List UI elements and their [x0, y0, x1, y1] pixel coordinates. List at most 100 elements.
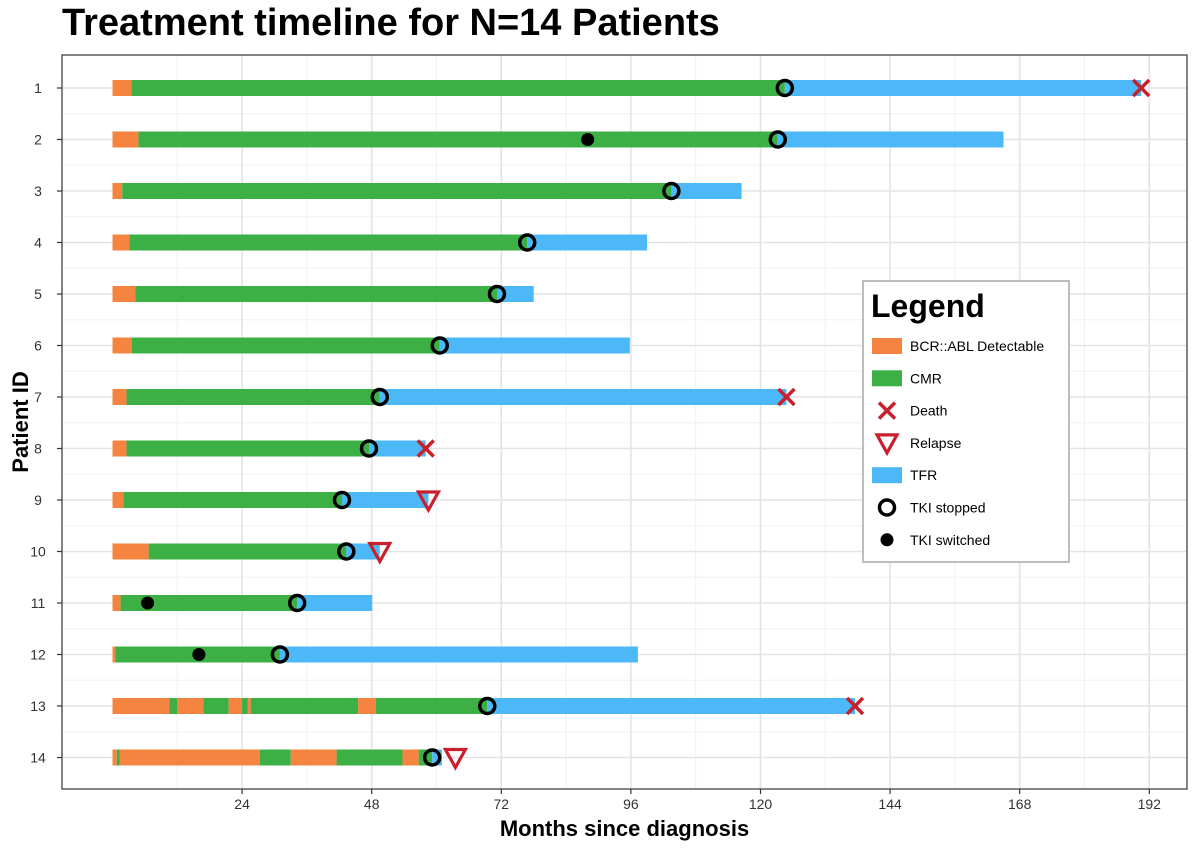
death-marker	[1131, 78, 1151, 98]
y-tick-label: 6	[34, 338, 42, 354]
death-stroke	[1131, 78, 1151, 98]
tki-stopped-marker	[487, 284, 507, 304]
legend-item: TKI stopped	[877, 498, 986, 517]
legend-label: CMR	[910, 370, 942, 386]
x-tick-label: 120	[749, 796, 773, 812]
tki-stopped-marker	[422, 748, 442, 767]
tki-stopped-marker	[517, 233, 537, 252]
x-tick-label: 168	[1008, 796, 1032, 812]
segment-bar	[177, 698, 204, 714]
segment-bar	[297, 595, 373, 611]
segment-bar	[131, 80, 785, 96]
segment-bar	[135, 286, 497, 302]
legend-title: Legend	[871, 288, 985, 324]
y-tick-label: 2	[34, 132, 42, 148]
segment-bar	[112, 80, 132, 96]
y-tick-label: 7	[34, 389, 42, 405]
y-tick-label: 8	[34, 441, 42, 457]
segment-bar	[112, 183, 123, 199]
segment-bar	[112, 234, 130, 251]
legend: Legend BCR::ABL DetectableCMRDeathRelaps…	[862, 280, 1070, 563]
legend-key-tki-stopped	[877, 498, 897, 517]
segment-bar	[671, 183, 742, 199]
segment-bar	[379, 389, 787, 405]
segment-bar	[784, 80, 1142, 96]
tki-stopped-marker	[270, 645, 290, 664]
segment-bar	[203, 698, 229, 714]
segment-bar	[131, 337, 440, 354]
x-tick-label: 144	[878, 796, 902, 812]
segment-bar	[376, 698, 488, 714]
y-tick-label: 10	[30, 544, 46, 560]
segment-bar	[369, 440, 426, 457]
segment-bar	[119, 749, 260, 766]
segment-bar	[112, 131, 139, 148]
segment-bar	[259, 749, 291, 766]
segment-bar	[112, 337, 132, 354]
legend-label: TFR	[910, 467, 937, 483]
y-tick-label: 11	[31, 595, 46, 611]
legend-key-death	[877, 401, 897, 420]
segment-bar	[123, 492, 342, 508]
segment-bar	[242, 698, 248, 714]
segment-bar	[148, 543, 347, 560]
segment-bar	[129, 234, 528, 251]
tki-switched-marker	[581, 133, 595, 146]
tki-stopped-marker	[332, 490, 352, 510]
death-marker	[416, 439, 435, 458]
y-tick-label: 4	[34, 235, 42, 251]
plot-panel-border	[61, 54, 1188, 790]
segment-bar	[358, 698, 377, 714]
legend-box	[862, 280, 1070, 563]
segment-bar	[116, 749, 120, 766]
death-stroke	[777, 387, 796, 407]
segment-bar	[126, 389, 380, 405]
legend-key-bar	[872, 370, 902, 387]
segment-bar	[228, 698, 243, 714]
x-tick-label: 48	[364, 796, 380, 812]
legend-key-relapse	[874, 433, 900, 457]
segment-bar	[112, 389, 127, 405]
y-tick-label: 1	[34, 80, 42, 96]
marker-layer	[141, 78, 1151, 771]
segment-bar	[496, 286, 534, 302]
segment-bar	[439, 337, 630, 354]
y-tick-label: 12	[30, 647, 46, 663]
x-axis-title: Months since diagnosis	[500, 816, 749, 841]
segment-bar	[336, 749, 403, 766]
legend-label: TKI stopped	[910, 500, 986, 516]
death-stroke	[877, 401, 897, 420]
segment-bar	[342, 492, 429, 508]
segment-bar	[250, 698, 359, 714]
segment-bar	[138, 131, 778, 148]
legend-item: Death	[877, 401, 947, 420]
segment-bar	[122, 183, 672, 199]
segment-bar	[112, 543, 149, 560]
segment-bar	[120, 595, 298, 611]
relapse-marker	[367, 541, 393, 565]
legend-label: TKI switched	[910, 532, 990, 548]
legend-label: BCR::ABL Detectable	[910, 338, 1044, 354]
death-marker	[777, 387, 796, 407]
segment-bar	[112, 646, 116, 663]
x-tick-label: 192	[1138, 796, 1162, 812]
segment-bar	[112, 595, 121, 611]
tki-stopped-marker	[478, 696, 497, 716]
segment-bar	[777, 131, 1004, 148]
tki-stopped-marker	[359, 439, 379, 458]
segment-bar	[279, 646, 638, 663]
relapse-marker	[442, 747, 469, 771]
segment-bar	[112, 698, 170, 714]
legend-item: TFR	[872, 467, 937, 484]
y-tick-label: 13	[30, 698, 46, 714]
tki-stopped-marker	[287, 593, 307, 613]
tki-stopped-marker	[430, 336, 449, 355]
tki-stopped-marker	[775, 78, 795, 98]
segment-bar	[290, 749, 337, 766]
tki-stopped-marker	[370, 387, 390, 407]
segment-bar	[112, 749, 117, 766]
segment-bar	[112, 440, 127, 457]
bar-layer	[112, 80, 1142, 766]
legend-item: Relapse	[874, 433, 962, 457]
